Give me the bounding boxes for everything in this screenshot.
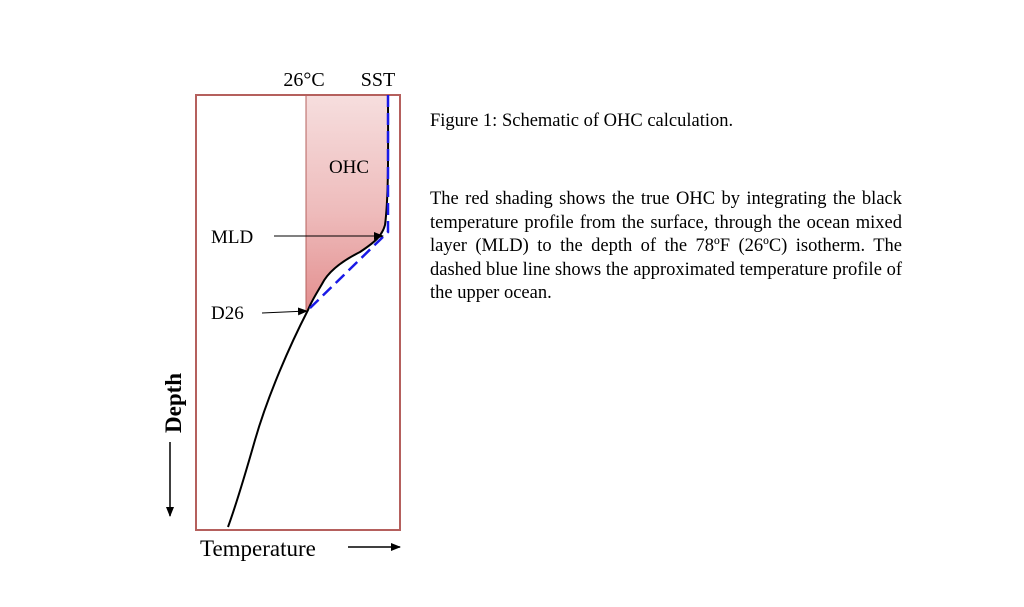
ohc-region-label: OHC — [329, 157, 369, 178]
figure-caption-body: The red shading shows the true OHC by in… — [430, 189, 902, 303]
depth-axis-label: Depth — [161, 373, 186, 433]
mld-label: MLD — [211, 227, 253, 248]
approximated-profile-line — [307, 95, 390, 311]
d26-label: D26 — [211, 303, 244, 324]
temperature-axis-label: Temperature — [200, 536, 316, 561]
temperature-profile-curve — [227, 94, 390, 528]
sst-label: SST — [361, 69, 395, 91]
d26-arrow — [261, 307, 308, 316]
ohc-shaded-region — [306, 95, 389, 310]
plot-frame — [195, 94, 401, 531]
figure-caption-title: Figure 1: Schematic of OHC calculation. — [430, 111, 734, 131]
isotherm-26c-label: 26°C — [283, 69, 324, 91]
